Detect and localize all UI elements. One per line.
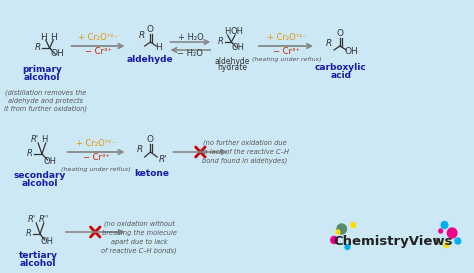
Circle shape bbox=[447, 228, 457, 238]
Circle shape bbox=[435, 239, 439, 244]
Circle shape bbox=[345, 245, 350, 250]
Text: hydrate: hydrate bbox=[217, 64, 247, 73]
Circle shape bbox=[455, 238, 461, 244]
Text: ketone: ketone bbox=[134, 170, 169, 179]
Text: (distillation removes the: (distillation removes the bbox=[5, 90, 86, 96]
Text: OH: OH bbox=[231, 43, 245, 52]
Text: R': R' bbox=[31, 135, 39, 144]
Text: + Cr₂O⁷²⁻: + Cr₂O⁷²⁻ bbox=[78, 32, 118, 41]
Circle shape bbox=[439, 229, 443, 233]
Text: tertiary: tertiary bbox=[18, 251, 58, 260]
Text: (heating under reflux): (heating under reflux) bbox=[61, 167, 131, 171]
Text: R: R bbox=[218, 37, 224, 46]
Text: alcohol: alcohol bbox=[20, 259, 56, 268]
Text: primary: primary bbox=[22, 66, 62, 75]
Text: O: O bbox=[337, 29, 343, 38]
Text: H: H bbox=[50, 32, 57, 41]
Text: aldehyde: aldehyde bbox=[127, 55, 174, 64]
Text: − Cr³⁺: − Cr³⁺ bbox=[85, 46, 111, 55]
Text: acid: acid bbox=[330, 72, 351, 81]
Text: carboxylic: carboxylic bbox=[315, 64, 366, 73]
Text: (no oxidation without: (no oxidation without bbox=[103, 221, 174, 227]
Text: it from further oxidation): it from further oxidation) bbox=[4, 106, 87, 112]
Circle shape bbox=[351, 222, 356, 227]
Text: + Cr₂O⁷²⁻: + Cr₂O⁷²⁻ bbox=[267, 32, 306, 41]
Text: OH: OH bbox=[40, 236, 53, 245]
Text: bond found in aldehydes): bond found in aldehydes) bbox=[202, 158, 287, 164]
Text: ChemistryViews: ChemistryViews bbox=[333, 236, 453, 248]
Text: H: H bbox=[40, 32, 47, 41]
Text: R: R bbox=[35, 43, 41, 52]
Text: R: R bbox=[139, 31, 145, 40]
Text: alcohol: alcohol bbox=[24, 73, 60, 82]
Text: of reactive C–H bonds): of reactive C–H bonds) bbox=[101, 248, 177, 254]
Text: + H₂O: + H₂O bbox=[178, 32, 203, 41]
Text: R': R' bbox=[27, 215, 36, 224]
Circle shape bbox=[337, 224, 346, 234]
Circle shape bbox=[441, 221, 448, 229]
Text: − H₂O: − H₂O bbox=[177, 49, 203, 58]
Text: apart due to lack: apart due to lack bbox=[111, 239, 167, 245]
Text: aldehyde: aldehyde bbox=[215, 57, 250, 66]
Text: to lack of the reactive C–H: to lack of the reactive C–H bbox=[201, 149, 289, 155]
Text: R: R bbox=[27, 150, 33, 159]
Text: alcohol: alcohol bbox=[22, 180, 58, 188]
Text: O: O bbox=[147, 25, 154, 34]
Text: O: O bbox=[147, 135, 154, 144]
Text: R': R' bbox=[158, 155, 167, 164]
Text: H: H bbox=[42, 135, 48, 144]
Text: + Cr₂O⁷²⁻: + Cr₂O⁷²⁻ bbox=[76, 138, 116, 147]
Text: OH: OH bbox=[50, 49, 64, 58]
Text: aldehyde and protects: aldehyde and protects bbox=[8, 98, 83, 104]
Circle shape bbox=[331, 236, 337, 244]
Text: H: H bbox=[155, 43, 163, 52]
Circle shape bbox=[444, 242, 449, 248]
Text: H: H bbox=[224, 28, 231, 37]
Text: R: R bbox=[326, 40, 332, 49]
Text: OH: OH bbox=[344, 48, 358, 57]
Text: − Cr³⁺: − Cr³⁺ bbox=[83, 153, 109, 162]
Text: (heating under reflux): (heating under reflux) bbox=[252, 58, 321, 63]
Text: R'': R'' bbox=[39, 215, 49, 224]
Text: (no further oxidation due: (no further oxidation due bbox=[203, 140, 286, 146]
Text: breaking the molecule: breaking the molecule bbox=[101, 230, 176, 236]
Text: R: R bbox=[137, 146, 143, 155]
Text: − Cr³⁺: − Cr³⁺ bbox=[273, 46, 300, 55]
Text: R: R bbox=[26, 230, 32, 239]
Text: OH: OH bbox=[43, 156, 56, 165]
Text: OH: OH bbox=[230, 28, 244, 37]
Text: secondary: secondary bbox=[14, 171, 66, 180]
Circle shape bbox=[336, 230, 340, 234]
